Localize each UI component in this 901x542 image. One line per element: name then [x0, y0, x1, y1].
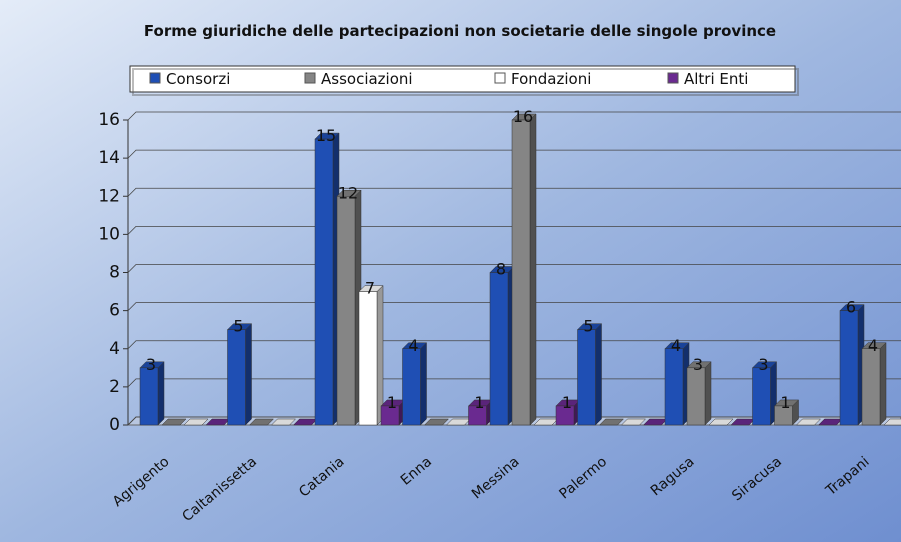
value-label: 3 — [758, 355, 768, 374]
y-tick-label: 4 — [109, 339, 120, 359]
bar-top — [598, 418, 625, 426]
y-tick-label: 12 — [98, 186, 120, 206]
bar-side — [879, 342, 887, 426]
value-label: 1 — [780, 393, 790, 412]
bar — [358, 291, 378, 426]
legend-swatch — [149, 72, 161, 84]
bar-side — [376, 284, 384, 426]
bar — [555, 405, 575, 426]
value-label: 3 — [146, 355, 156, 374]
legend-shadow — [132, 68, 799, 96]
bar-side — [245, 323, 252, 426]
legend-swatch — [494, 72, 506, 84]
value-label: 12 — [338, 183, 358, 202]
value-label: 1 — [562, 393, 572, 412]
value-label: 5 — [233, 317, 243, 336]
grid-line — [127, 149, 901, 159]
y-tick-label: 0 — [109, 415, 120, 435]
bar — [336, 196, 356, 426]
chart-title: Forme giuridiche delle partecipazioni no… — [144, 22, 776, 40]
value-label: 16 — [513, 107, 533, 126]
grid-line — [127, 264, 901, 273]
bar — [139, 367, 159, 426]
bar-side — [420, 342, 427, 426]
bar — [752, 367, 771, 426]
grid-line — [127, 225, 901, 235]
y-tick-label: 10 — [98, 224, 120, 244]
bar-top — [708, 418, 734, 426]
bar-side — [704, 361, 712, 426]
bar — [861, 348, 881, 426]
bar — [468, 405, 487, 426]
value-label: 7 — [365, 279, 375, 298]
grid-line — [127, 302, 901, 311]
bar — [314, 138, 334, 426]
bar — [774, 405, 793, 426]
grid-line — [127, 416, 901, 426]
bar-side — [595, 323, 602, 426]
legend-label: Associazioni — [321, 70, 413, 88]
bar-side — [157, 361, 165, 426]
legend-swatch — [304, 72, 316, 84]
bar — [686, 367, 706, 426]
bar — [380, 405, 400, 426]
y-tick-label: 6 — [109, 301, 120, 321]
value-label: 6 — [846, 298, 856, 317]
grid-line — [127, 111, 901, 121]
bar-top — [423, 418, 450, 426]
bar — [511, 119, 531, 426]
legend-label: Altri Enti — [684, 70, 748, 88]
bar-top — [248, 418, 275, 426]
y-tick-label: 2 — [109, 377, 120, 397]
value-label: 4 — [868, 336, 878, 355]
bar-top — [620, 418, 647, 426]
bar-top — [795, 418, 822, 426]
grid-line — [127, 340, 901, 350]
legend-swatch — [667, 72, 679, 84]
value-label: 5 — [583, 317, 593, 336]
legend-label: Fondazioni — [511, 70, 591, 88]
grid-line — [127, 187, 901, 197]
bar-top — [183, 418, 209, 426]
value-label: 3 — [693, 355, 703, 374]
value-label: 1 — [474, 393, 484, 412]
value-label: 4 — [408, 336, 418, 355]
bar-side — [529, 113, 537, 426]
grid-line — [127, 378, 901, 388]
bar — [577, 329, 596, 426]
value-label: 4 — [671, 336, 681, 355]
bar-top — [883, 418, 901, 426]
y-tick-label: 16 — [98, 110, 120, 130]
y-tick-label: 8 — [109, 263, 120, 283]
y-tick-label: 14 — [98, 148, 120, 168]
bar — [227, 329, 246, 426]
value-label: 15 — [316, 126, 336, 145]
legend-label: Consorzi — [166, 70, 230, 88]
value-label: 1 — [387, 393, 397, 412]
legend-box — [129, 65, 796, 93]
value-label: 8 — [496, 260, 506, 279]
bar — [489, 272, 509, 426]
bar-top — [161, 418, 187, 426]
bar — [402, 348, 421, 426]
bar-top — [270, 418, 297, 426]
bar — [664, 348, 684, 426]
bar — [839, 310, 859, 426]
